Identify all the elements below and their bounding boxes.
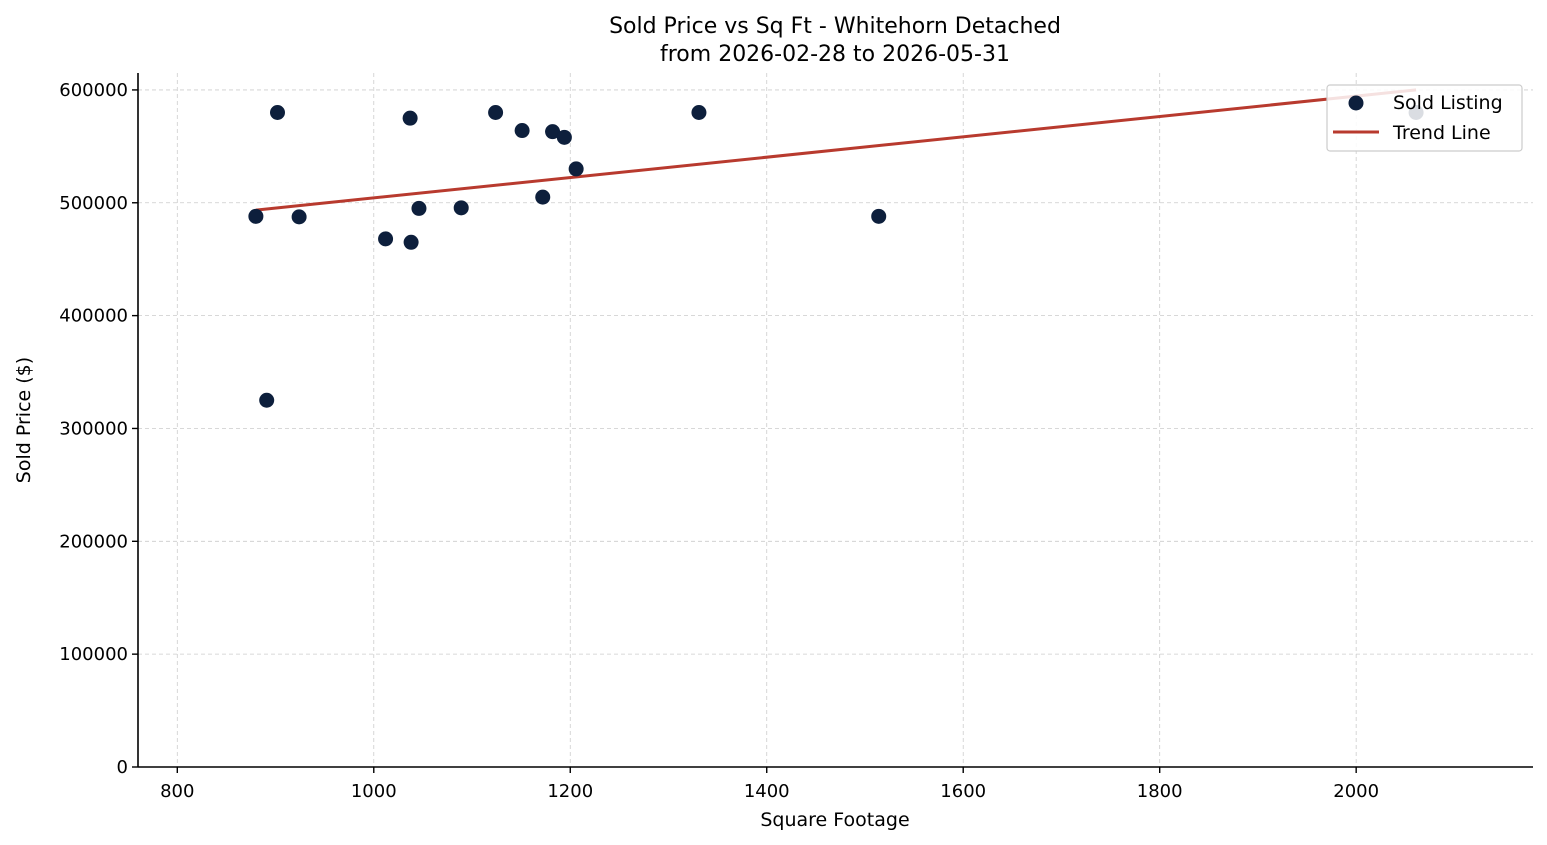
grid [138, 73, 1533, 768]
x-axis-label: Square Footage [760, 809, 909, 831]
data-point [488, 104, 504, 120]
data-point [291, 209, 307, 225]
trend-line-layer [255, 88, 1417, 212]
data-point [270, 104, 285, 120]
y-axis-label: Sold Price ($) [13, 357, 35, 483]
x-tick-label: 1000 [351, 781, 397, 802]
data-point [691, 104, 707, 120]
data-point [248, 208, 264, 224]
data-point [402, 110, 418, 126]
x-tick-label: 1200 [547, 781, 593, 802]
y-axis-ticks: 0 100000 200000 300000 400000 500000 600000 [59, 80, 138, 778]
y-tick-label: 100000 [59, 644, 128, 665]
data-point [871, 208, 887, 224]
y-tick-label: 400000 [59, 306, 128, 327]
data-point [453, 200, 469, 216]
trend-line [255, 88, 1417, 212]
data-point [514, 123, 530, 139]
x-axis-ticks: 800 1000 1200 1400 1600 1800 2000 [160, 767, 1379, 802]
data-point [568, 161, 584, 177]
legend-marker-sold-listing [1348, 95, 1364, 111]
data-point [535, 189, 551, 205]
data-point [545, 124, 561, 140]
y-tick-label: 200000 [59, 531, 128, 552]
chart-title-line-1: Sold Price vs Sq Ft - Whitehorn Detached [609, 14, 1061, 39]
data-point [259, 392, 275, 408]
x-tick-label: 2000 [1333, 781, 1379, 802]
data-point [556, 129, 572, 145]
x-tick-label: 800 [160, 781, 194, 802]
x-tick-label: 1600 [940, 781, 986, 802]
legend-label-trend-line: Trend Line [1392, 122, 1491, 144]
y-tick-label: 500000 [59, 193, 128, 214]
y-tick-label: 0 [117, 757, 128, 778]
legend: Sold Listing Trend Line [1326, 84, 1523, 152]
x-tick-label: 1400 [744, 781, 790, 802]
y-tick-label: 600000 [59, 80, 128, 101]
data-point [411, 200, 427, 216]
legend-box [1326, 84, 1523, 152]
legend-label-sold-listing: Sold Listing [1393, 92, 1503, 114]
y-tick-label: 300000 [59, 418, 128, 439]
data-point [403, 234, 419, 250]
chart-title-line-2: from 2026-02-28 to 2026-05-31 [660, 42, 1010, 67]
data-point [378, 231, 394, 247]
x-tick-label: 1800 [1137, 781, 1183, 802]
